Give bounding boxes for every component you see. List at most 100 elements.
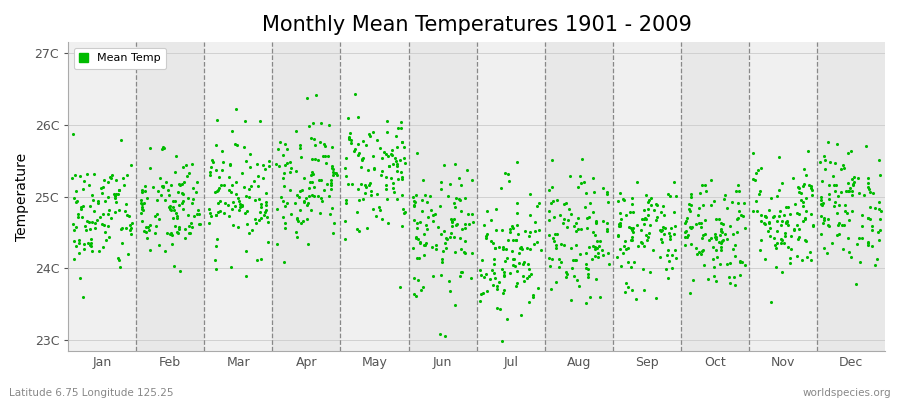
Point [424,206,438,213]
Point [239,221,254,228]
Point [617,197,632,203]
Point [407,275,421,282]
Point [369,213,383,219]
Point [394,119,409,125]
Point [473,266,488,273]
Point [520,261,535,267]
Point [787,226,801,232]
Point [733,258,747,264]
Point [136,207,150,213]
Point [583,200,598,206]
Point [569,228,583,235]
Point [798,214,813,221]
Point [857,192,871,198]
Point [845,191,859,198]
Point [291,218,305,225]
Point [691,205,706,212]
Point [458,195,473,201]
Point [157,144,171,151]
Point [222,174,237,180]
Point [278,140,293,147]
Point [213,198,228,204]
Point [697,262,711,269]
Point [284,210,298,217]
Point [426,272,440,279]
Point [844,254,859,260]
Point [494,266,508,273]
Point [258,199,273,206]
Point [507,256,521,262]
Point [864,243,878,250]
Point [78,227,93,234]
Point [218,200,232,206]
Point [714,240,728,246]
Point [789,252,804,259]
Point [407,216,421,223]
Point [163,203,177,209]
Point [283,159,297,166]
Point [731,200,745,206]
Point [168,169,183,175]
Point [341,135,356,141]
Point [396,206,410,212]
Point [165,232,179,238]
Point [454,226,469,232]
Point [579,250,593,256]
Point [68,195,82,201]
Point [290,234,304,240]
Point [488,245,502,251]
Point [510,222,525,228]
Point [171,188,185,195]
Point [325,143,339,150]
Point [492,244,507,250]
Point [103,174,117,180]
Point [447,234,462,241]
Point [254,200,268,207]
Point [436,248,450,254]
Point [499,245,513,252]
Point [252,196,266,202]
Point [497,287,511,293]
Point [85,191,99,198]
Point [76,246,91,252]
Point [69,188,84,194]
Point [662,230,676,236]
Point [239,208,254,214]
Point [804,183,818,190]
Point [729,187,743,194]
Point [217,210,231,216]
Point [322,122,337,128]
Point [355,164,369,170]
Point [487,270,501,276]
Point [71,250,86,257]
Point [523,190,537,197]
Point [614,263,628,270]
Point [625,195,639,201]
Point [339,200,354,206]
Point [434,185,448,192]
Point [237,184,251,190]
Bar [68,42,136,351]
Point [689,251,704,258]
Point [356,154,371,161]
Point [306,171,320,177]
Point [141,223,156,230]
Point [283,169,297,176]
Point [828,188,842,194]
Point [589,219,603,226]
Point [849,281,863,287]
Point [831,222,845,228]
Point [289,167,303,174]
Point [392,283,407,290]
Point [783,255,797,261]
Point [559,274,573,280]
Point [355,157,369,163]
Y-axis label: Temperature: Temperature [15,152,29,241]
Point [596,218,610,224]
Point [458,250,473,256]
Point [714,232,728,238]
Point [708,235,723,242]
Point [625,201,639,207]
Point [494,338,508,344]
Point [261,219,275,226]
